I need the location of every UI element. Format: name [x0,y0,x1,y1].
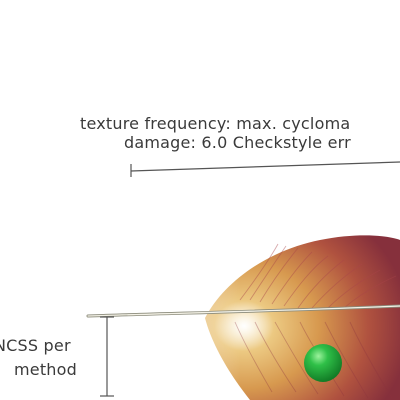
annotation-damage: damage: 6.0 Checkstyle err [124,133,351,152]
annotation-texture-frequency: texture frequency: max. cycloma [80,114,351,133]
scale-bar [130,161,400,177]
stem-dimension-bracket [100,316,114,397]
feather-shaft [86,304,400,318]
stem-label-line-2: method [14,360,77,379]
green-ball-marker [304,344,342,382]
stem-label-line-1: NCSS per [0,336,71,355]
feather-vane [170,235,400,400]
